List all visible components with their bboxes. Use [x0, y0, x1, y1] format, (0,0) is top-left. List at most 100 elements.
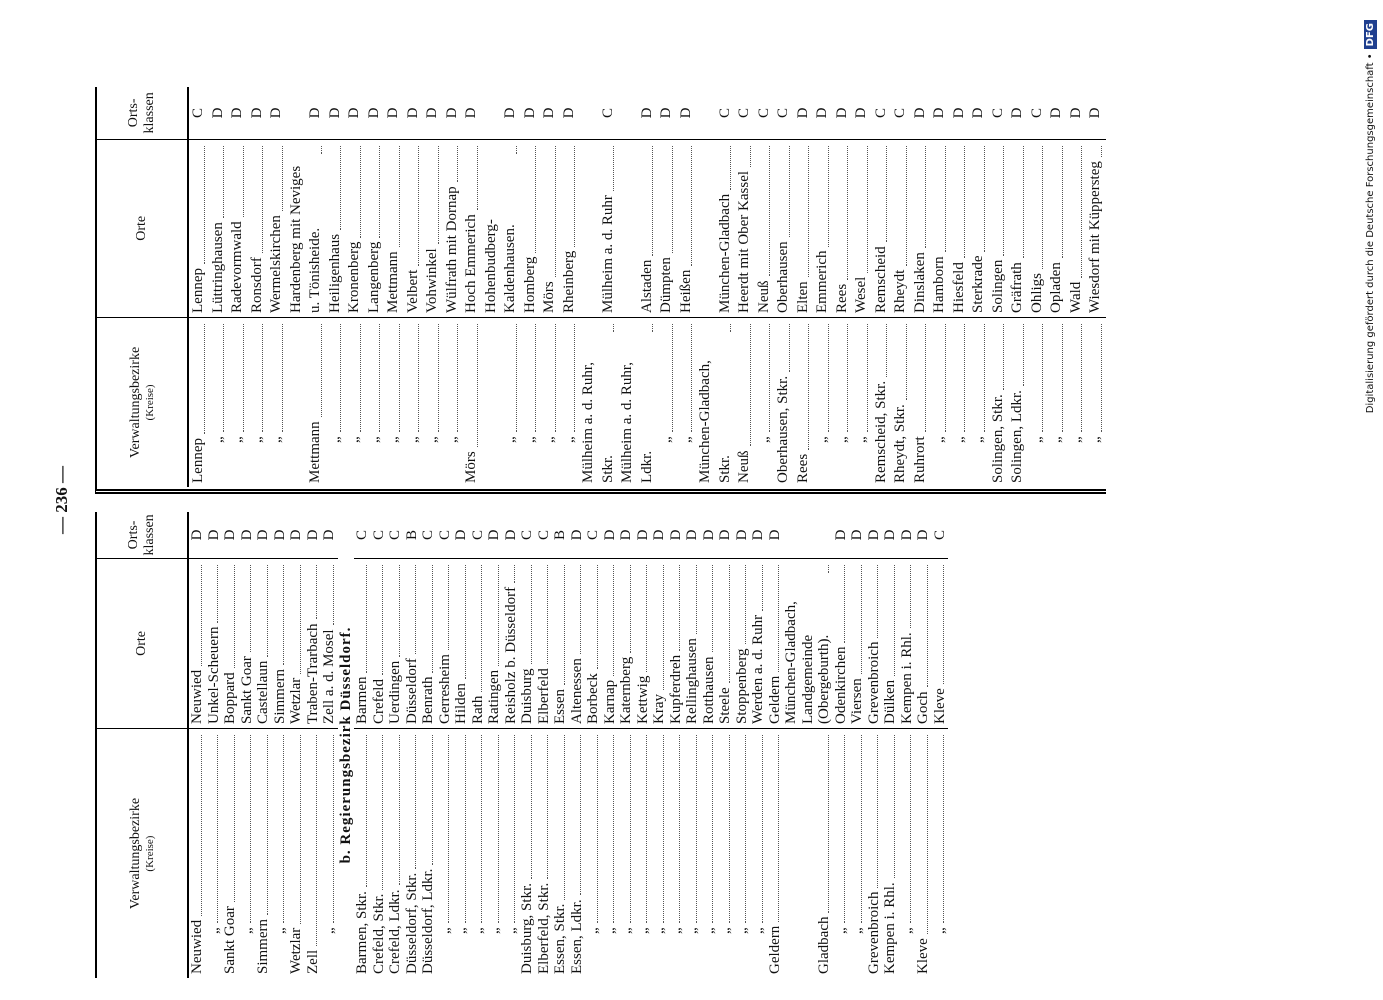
cell: Kronenberg: [345, 139, 365, 317]
leader-dots: [203, 146, 205, 265]
class-text: D: [898, 529, 915, 541]
district-text: Lennep: [190, 438, 206, 483]
leader-dots: [671, 324, 673, 433]
cell: D: [899, 512, 916, 558]
leader-dots: [925, 324, 926, 433]
leader-dots: [944, 146, 946, 253]
cell: Crefeld: [370, 558, 387, 728]
cell: Homberg: [520, 139, 540, 317]
district-text: „: [248, 436, 265, 443]
cell: D: [750, 512, 767, 558]
district-text: „: [268, 436, 284, 443]
district-text: „: [205, 927, 222, 934]
table-row: „ Dümpten D: [657, 87, 677, 487]
cell: Odenkirchen: [832, 558, 849, 728]
leader-dots: [788, 324, 790, 372]
leader-dots: [554, 324, 556, 433]
class-text: C: [585, 530, 601, 541]
header-cell: Verwaltungsbezirke (Kreise): [97, 728, 187, 978]
place-text: Elberfeld: [535, 668, 552, 724]
cell: Sankt Goar: [222, 728, 239, 978]
class-text: D: [1067, 107, 1084, 119]
leader-dots: [1003, 324, 1004, 391]
cell: D: [462, 87, 482, 139]
leader-dots: [749, 324, 751, 447]
class-text: C: [892, 108, 908, 119]
cell: München-Gladbach, Stkr.: [696, 317, 735, 487]
class-text: D: [911, 107, 928, 119]
table-row: „ Werden a. d. Ruhr D: [750, 512, 767, 978]
table-row: „ Stoppenberg D: [733, 512, 750, 978]
district-text: „: [424, 436, 440, 443]
cell: Oberhausen: [774, 139, 794, 317]
leader-dots: [964, 324, 965, 433]
table-row: Lennep Lennep C: [189, 87, 209, 487]
district-text: Essen, Stkr.: [552, 903, 568, 974]
cell: D: [602, 512, 619, 558]
class-text: D: [684, 529, 700, 541]
place-text: Crefeld: [370, 679, 387, 724]
leader-dots: [233, 565, 235, 669]
class-text: D: [794, 107, 811, 119]
leader-dots: [1042, 324, 1043, 433]
cell: „: [930, 317, 950, 487]
cell: D: [1086, 87, 1106, 139]
cell: C: [519, 512, 536, 558]
cell: D: [482, 87, 521, 139]
table-row: „ Homberg D: [520, 87, 540, 487]
table-row: Düsseldorf, Ldkr. Benrath C: [420, 512, 437, 978]
cell: Mettmann: [286, 317, 326, 487]
cell: Solingen: [988, 139, 1008, 317]
cell: C: [354, 512, 371, 558]
cell: Radevormwald: [228, 139, 248, 317]
leader-dots: [596, 565, 598, 670]
leader-dots: [250, 565, 251, 653]
leader-dots: [778, 565, 779, 672]
cell: Geldern: [766, 728, 783, 978]
cell: Solingen, Stkr.: [988, 317, 1008, 487]
table-row: „ Kettwig D: [634, 512, 651, 978]
leader-dots: [365, 735, 367, 888]
cell: Hamborn: [930, 139, 950, 317]
district-text: „: [321, 927, 337, 934]
leader-dots: [320, 146, 322, 154]
cell: Essen, Stkr.: [552, 728, 569, 978]
place-text: Solingen: [989, 259, 1006, 313]
cell: D: [486, 512, 503, 558]
district-text: „: [950, 436, 967, 443]
class-text: D: [222, 529, 238, 541]
cell: Gladbach: [783, 728, 833, 978]
cell: „: [345, 317, 365, 487]
cell: C: [536, 512, 553, 558]
cell: Mörs: [540, 139, 560, 317]
cell: „: [436, 728, 453, 978]
cell: „: [321, 728, 338, 978]
district-text: Wetzlar: [288, 927, 304, 974]
place-text: Rotthausen: [700, 656, 717, 725]
table-row: „ Gerresheim C: [436, 512, 453, 978]
table-row: Mettmann Hardenberg mit Neviges u. Tönish…: [286, 87, 326, 487]
leader-dots: [691, 146, 692, 266]
leader-dots: [464, 565, 466, 680]
leader-dots: [223, 324, 224, 433]
place-text: Vohwinkel: [424, 248, 440, 313]
cell: D: [930, 87, 950, 139]
table-row: „ Wesel D: [852, 87, 872, 487]
cell: Rheydt, Stkr.: [891, 317, 911, 487]
cell: D: [1008, 87, 1028, 139]
cell: „: [667, 728, 684, 978]
place-text: Unkel-Scheuern: [205, 626, 222, 724]
table-row: Barmen, Stkr. Barmen C: [354, 512, 371, 978]
leader-dots: [547, 565, 548, 665]
cell: „: [676, 317, 696, 487]
cell: Grevenbroich: [865, 558, 882, 728]
class-text: D: [832, 529, 849, 541]
table-row: Neuß Heerdt mit Ober Kassel C: [735, 87, 755, 487]
cell: Rellinghausen: [684, 558, 701, 728]
place-text: Borbeck: [585, 673, 601, 724]
cell: C: [989, 87, 1009, 139]
place-text: Dülken: [882, 679, 898, 724]
table-row: „ Simmern D: [271, 512, 288, 978]
place-text: Rellinghausen: [684, 638, 700, 724]
table-row: Duisburg, Stkr. Duisburg C: [519, 512, 536, 978]
